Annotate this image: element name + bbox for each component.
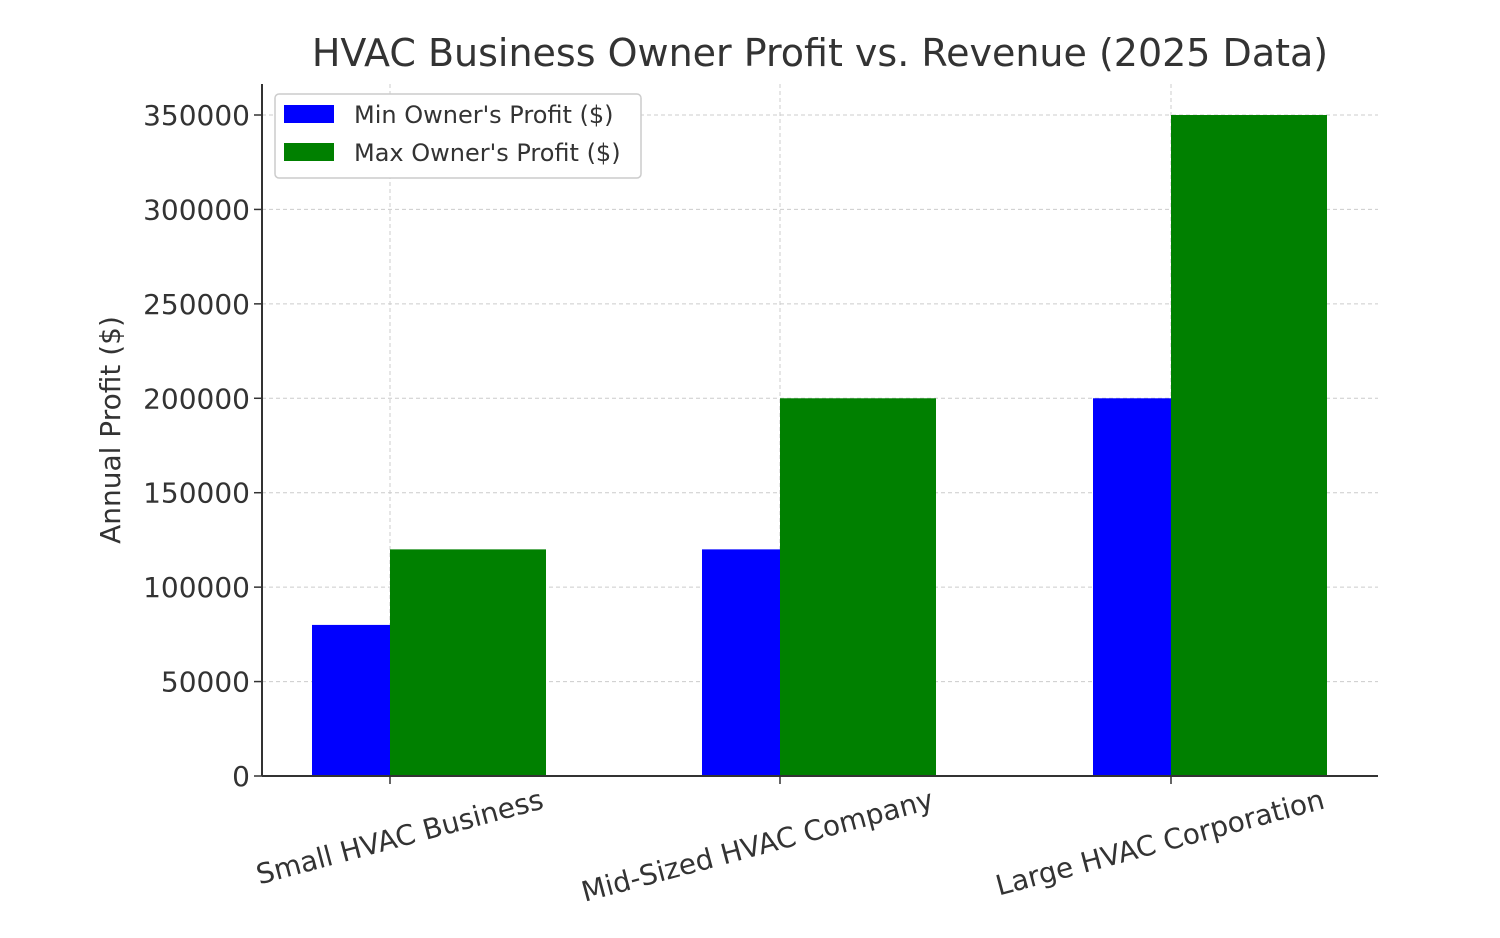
x-tick-label-1: Mid-Sized HVAC Company xyxy=(578,783,937,909)
legend-box xyxy=(274,93,642,179)
bar-max-profit-0 xyxy=(390,549,546,776)
y-tick-label-7: 350000 xyxy=(143,99,250,132)
legend-label-1: Max Owner's Profit ($) xyxy=(354,139,621,167)
x-tick-label-0: Small HVAC Business xyxy=(253,783,547,891)
bar-min-profit-1 xyxy=(702,549,780,776)
bar-max-profit-2 xyxy=(1171,115,1327,776)
axes xyxy=(261,84,1378,777)
y-tick-labels: 0 50000 100000 150000 200000 250000 300000 3500… xyxy=(143,99,262,793)
legend-label-0: Min Owner's Profit ($) xyxy=(354,101,614,129)
y-tick-label-5: 250000 xyxy=(143,288,250,321)
y-tick-label-6: 300000 xyxy=(143,193,250,226)
y-tick-label-1: 50000 xyxy=(161,666,250,699)
legend: Min Owner's Profit ($) Max Owner's Profit… xyxy=(274,93,642,179)
chart-title: HVAC Business Owner Profit vs. Revenue (… xyxy=(312,31,1328,75)
y-tick-label-4: 200000 xyxy=(143,382,250,415)
legend-swatch-0 xyxy=(284,105,334,123)
bar-min-profit-2 xyxy=(1093,398,1171,776)
legend-swatch-1 xyxy=(284,143,334,161)
y-tick-label-3: 150000 xyxy=(143,477,250,510)
bar-max-profit-1 xyxy=(780,398,936,776)
y-axis-label: Annual Profit ($) xyxy=(94,316,127,544)
y-tick-label-2: 100000 xyxy=(143,571,250,604)
x-tick-label-2: Large HVAC Corporation xyxy=(992,783,1328,903)
x-tick-labels: Small HVAC Business Mid-Sized HVAC Compan… xyxy=(253,776,1328,909)
bar-min-profit-0 xyxy=(312,624,390,776)
bars xyxy=(312,115,1327,776)
y-tick-label-0: 0 xyxy=(232,760,250,793)
